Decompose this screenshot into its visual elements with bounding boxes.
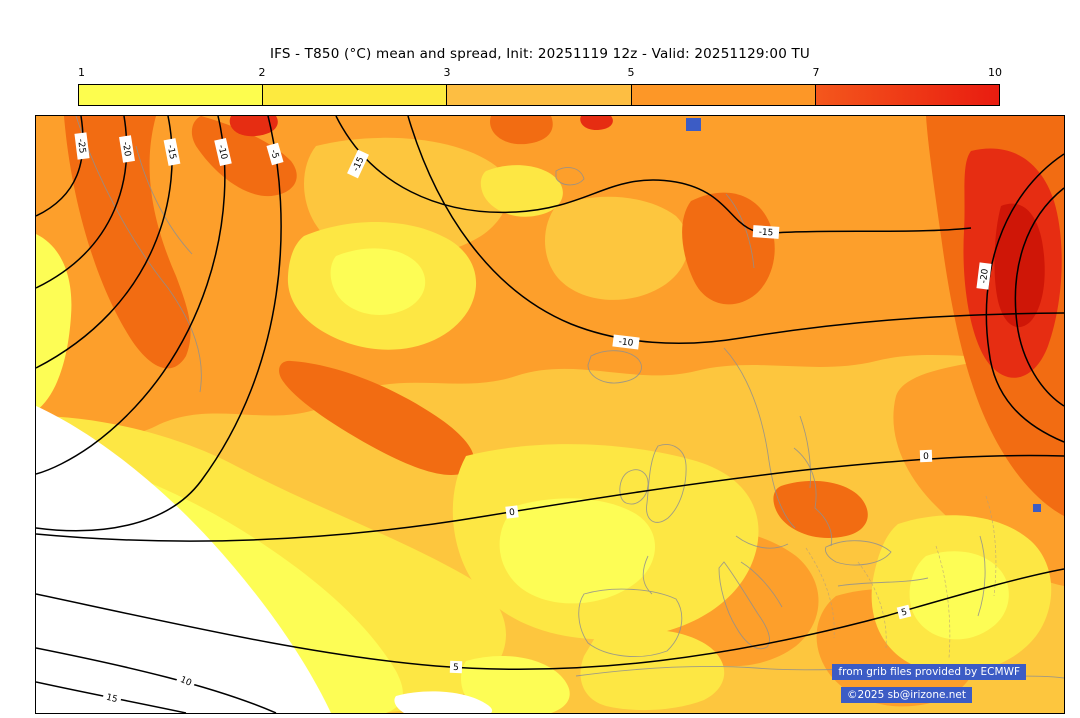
contour-label: 0 [505,505,519,519]
coastline-east [825,535,986,617]
colorbar-tick: 2 [258,66,266,79]
spread-region-yellow1-bottom [461,656,570,713]
temperature-contour--25 [36,116,84,217]
credit-copyright: ©2025 sb@irizone.net [841,687,972,703]
colorbar-segment-5-7 [631,85,816,105]
contour-label: -15 [752,225,780,239]
spread-region-yellow2-top [480,165,563,217]
temperature-contour--10-fan [36,116,226,475]
svg-text:-10: -10 [618,337,634,349]
spread-region-darkorange-streak [279,360,475,476]
map-frame: -25 -20 -15 -10 -5 -15 -15 -10 -20 0 0 [35,115,1065,714]
contour-label: -10 [214,137,232,167]
contour-label: -15 [163,138,181,166]
temperature-contour-5 [36,568,1064,671]
contour-label: 5 [449,660,463,674]
coastline-sw-europe [575,555,1064,679]
spread-region-yellow1-center [499,498,656,604]
temperature-contour-right-inner [1014,187,1064,407]
temperature-contour--15-top [335,116,972,234]
contour-label: 10 [175,671,197,691]
svg-text:0: 0 [923,452,929,462]
contour-label: 5 [896,604,912,620]
svg-text:5: 5 [453,663,459,673]
svg-text:-15: -15 [165,144,178,160]
contour-label: 0 [919,449,933,463]
spread-region-darkorange-topbit [490,116,553,145]
spread-region-darkorange-greenland [64,116,191,369]
svg-text:15: 15 [105,693,119,705]
spread-region-yellow1-leftstrip [36,234,72,411]
spread-region-red-topmid [580,116,613,130]
coastline-north [75,116,755,393]
map-canvas: -25 -20 -15 -10 -5 -15 -15 -10 -20 0 0 [36,116,1064,713]
spread-region-yellow1-iceland [330,248,426,315]
svg-text:10: 10 [178,675,193,689]
svg-text:-5: -5 [268,149,280,160]
coastline-scandinavia [723,347,833,549]
svg-text:5: 5 [900,607,908,618]
blue-marker-top [686,118,701,131]
svg-text:-15: -15 [758,227,773,238]
country-borders [805,495,997,659]
colorbar-segment-2-3 [263,85,448,105]
colorbar-ticks: 1 2 3 5 7 10 [78,66,1002,80]
contour-label: -25 [74,132,90,160]
contour-label: -20 [119,135,135,163]
svg-text:-20: -20 [979,268,991,284]
colorbar-segment-3-5 [447,85,632,105]
spread-region-yellow2-bottom [580,629,725,711]
colorbar-segment-7-10 [815,85,1000,105]
colorbar-tick: 3 [443,66,451,79]
blue-marker-right [1033,504,1041,512]
coastline-uk-ireland [619,444,687,523]
colorbar-segment-1-2 [79,85,264,105]
spread-region-darkorange-topcenter [191,116,297,197]
spread-region-red-topleft [229,116,278,137]
contour-label: -20 [976,262,992,290]
contour-label: -10 [612,334,640,350]
contour-label: -5 [266,142,284,166]
chart-title: IFS - T850 (°C) mean and spread, Init: 2… [269,46,811,62]
colorbar [78,84,1000,106]
spread-region-orange-top [36,116,1064,437]
spread-region-darkorange-blacksea [773,480,868,539]
colorbar-tick: 7 [812,66,820,79]
colorbar-tick: 5 [627,66,635,79]
colorbar-tick: 1 [78,66,85,79]
spread-region-red-core [994,203,1045,328]
spread-region-gold-patch-2 [544,196,689,300]
svg-text:-25: -25 [75,138,87,154]
spread-region-darkorange-ne [682,192,775,305]
colorbar-tick: 10 [988,66,1002,79]
svg-text:-20: -20 [120,141,132,157]
temperature-contour--20-right [985,153,1064,443]
contour-label: 15 [101,690,123,706]
temperature-contour--5-fan [36,116,282,532]
spread-region-white-sw [36,406,331,713]
spread-region-white-bottom [394,691,493,713]
svg-text:-10: -10 [216,144,229,161]
temperature-contour-10 [36,647,277,713]
credit-ecmwf: from grib files provided by ECMWF [832,664,1026,680]
temperature-contour-0 [36,454,1064,542]
temperature-contour--10-mid [407,116,1064,345]
svg-text:0: 0 [509,508,516,519]
